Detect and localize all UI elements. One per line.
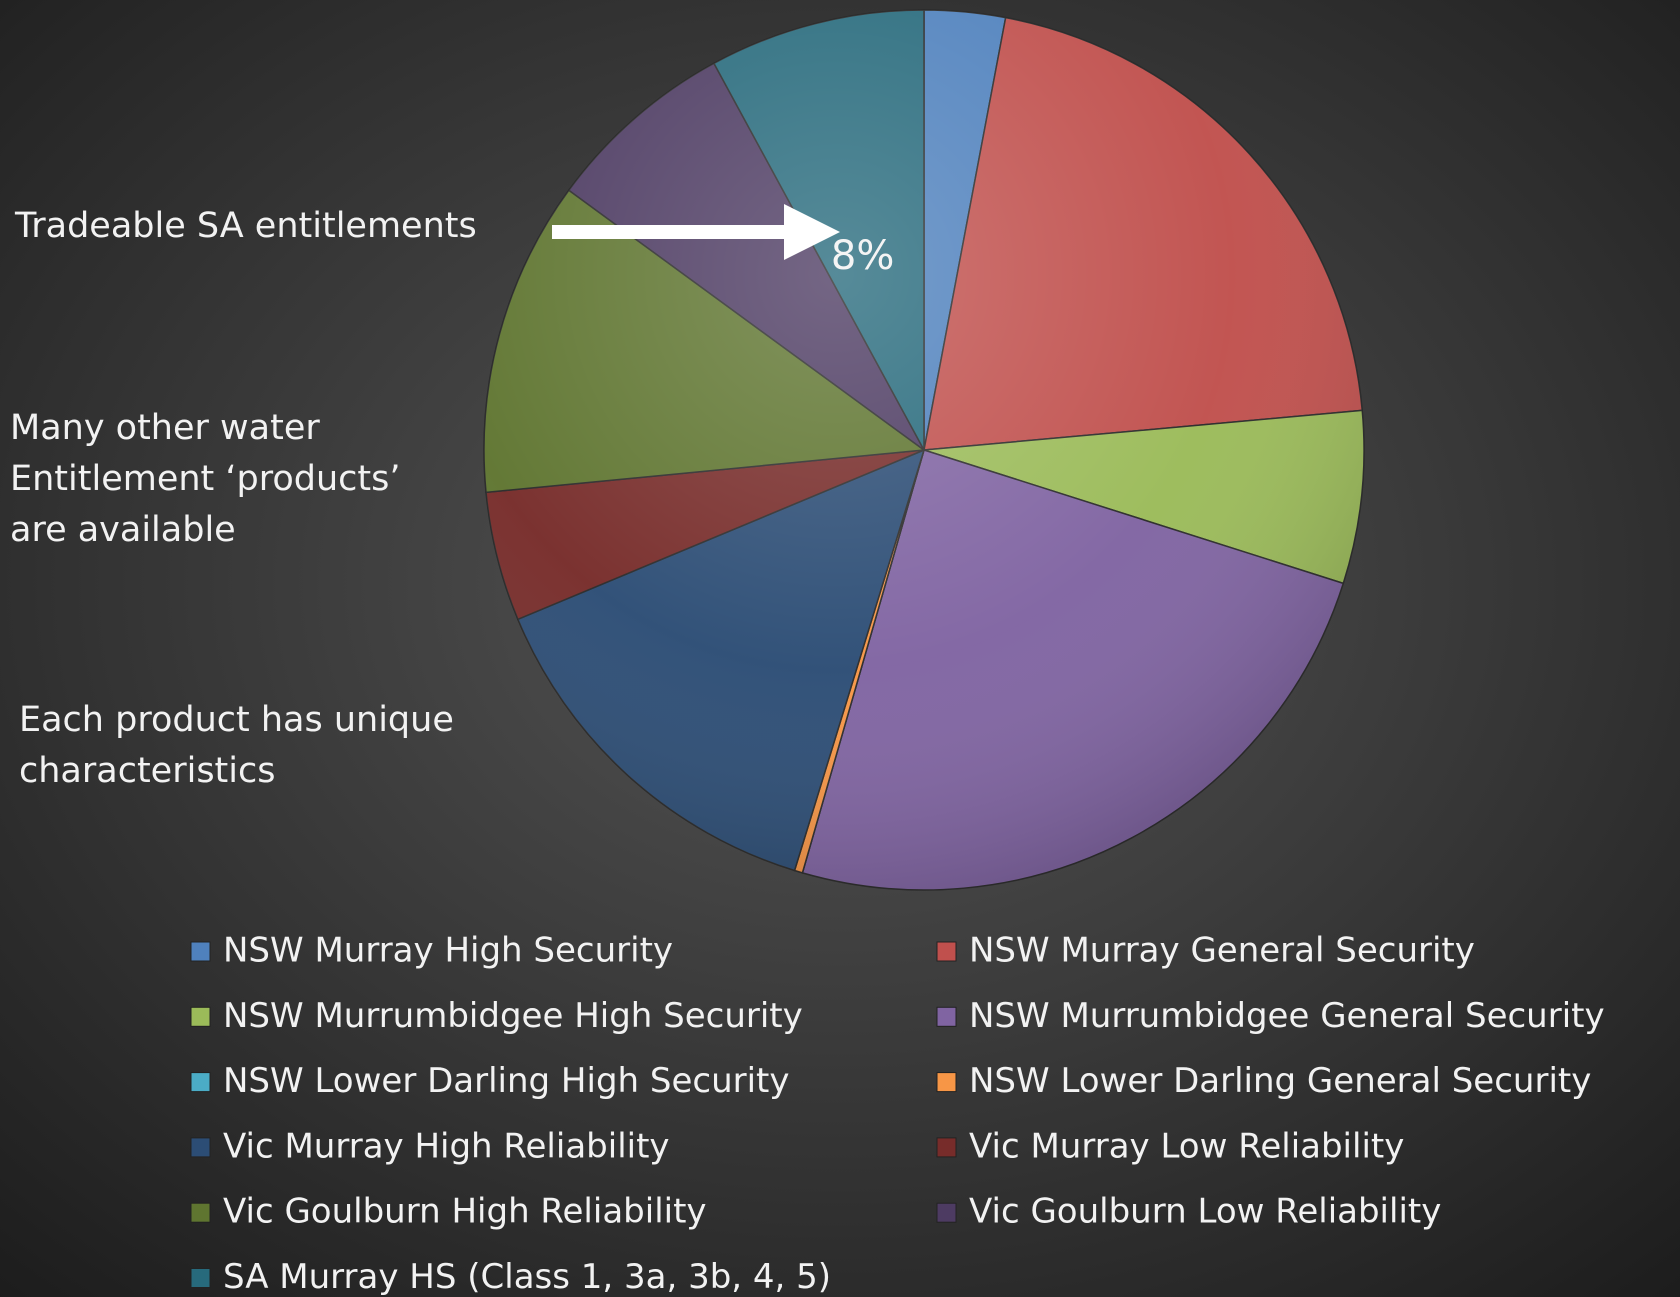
legend-label: NSW Lower Darling High Security [223, 1061, 790, 1101]
legend-label: NSW Murray General Security [969, 931, 1475, 971]
annotation: Tradeable SA entitlements [14, 206, 477, 246]
annotation: Each product has unique [19, 700, 454, 740]
legend: NSW Murray High Security NSW Murray Gener… [190, 931, 1605, 1297]
annotation: Entitlement ‘products’ [10, 459, 401, 499]
legend-label: NSW Lower Darling General Security [969, 1061, 1591, 1101]
legend-swatch [190, 1268, 211, 1288]
legend-label: NSW Murray High Security [223, 931, 673, 971]
legend-swatch [190, 1006, 211, 1027]
legend-swatch [190, 1202, 211, 1223]
legend-swatch [190, 941, 211, 962]
legend-label: Vic Murray High Reliability [223, 1126, 670, 1166]
pie: 8% [483, 9, 1365, 891]
legend-swatch [936, 941, 957, 962]
legend-swatch [936, 1006, 957, 1027]
annotation: Many other water [10, 408, 320, 448]
legend-swatch [936, 1072, 957, 1093]
legend-label: Vic Murray Low Reliability [969, 1126, 1404, 1166]
legend-swatch [936, 1202, 957, 1223]
legend-label: NSW Murrumbidgee High Security [223, 996, 803, 1036]
legend-label: Vic Goulburn Low Reliability [969, 1192, 1441, 1232]
legend-swatch [190, 1072, 211, 1093]
legend-label: Vic Goulburn High Reliability [223, 1192, 707, 1232]
legend-label: NSW Murrumbidgee General Security [969, 996, 1605, 1036]
legend-swatch [936, 1137, 957, 1158]
annotation: are available [10, 510, 236, 550]
annotation: characteristics [19, 751, 275, 791]
annotations: Tradeable SA entitlements Many other wate… [10, 206, 477, 791]
legend-swatch [190, 1137, 211, 1158]
data-label: 8% [831, 233, 894, 279]
legend-label: SA Murray HS (Class 1, 3a, 3b, 4, 5) [223, 1257, 831, 1297]
